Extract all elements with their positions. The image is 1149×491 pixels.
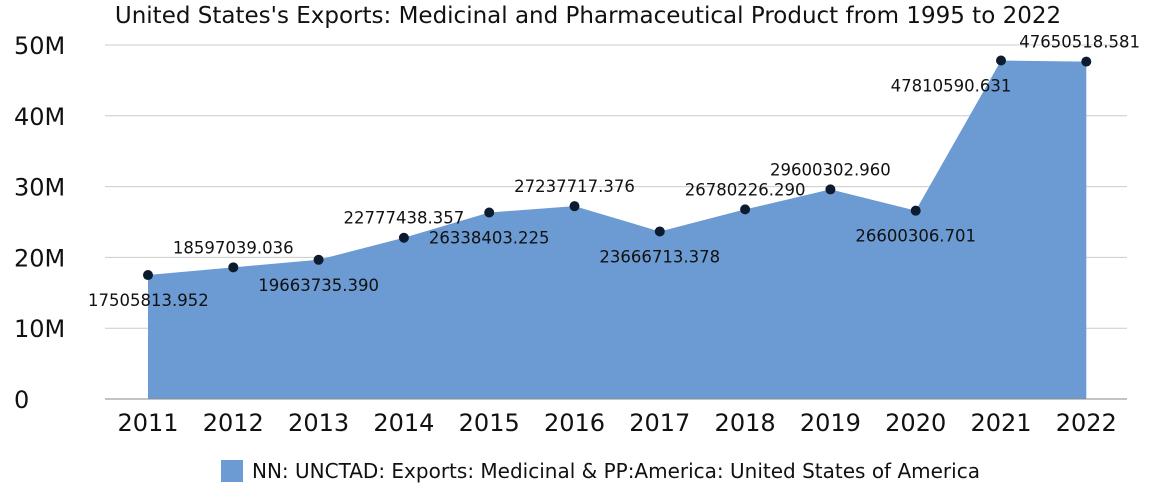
data-point[interactable] <box>1081 56 1092 67</box>
data-point[interactable] <box>825 184 836 195</box>
data-labels: 17505813.952 18597039.036 19663735.390 2277… <box>88 33 1140 310</box>
series-area <box>148 60 1087 400</box>
data-label: 27237717.376 <box>514 177 635 196</box>
data-point[interactable] <box>910 205 921 216</box>
data-label: 47650518.581 <box>1019 33 1140 52</box>
data-label: 26338403.225 <box>429 229 550 248</box>
x-tick-label: 2016 <box>544 409 605 437</box>
data-point[interactable] <box>569 201 580 212</box>
data-markers <box>143 55 1092 281</box>
x-tick-label: 2017 <box>629 409 690 437</box>
x-tick-label: 2020 <box>885 409 946 437</box>
data-point[interactable] <box>996 55 1006 66</box>
legend-label: NN: UNCTAD: Exports: Medicinal & PP:Amer… <box>252 459 980 483</box>
data-label: 23666713.378 <box>599 247 720 266</box>
y-tick-label: 10M <box>14 315 65 343</box>
data-label: 19663735.390 <box>258 276 379 295</box>
x-tick-label: 2012 <box>203 409 264 437</box>
data-point[interactable] <box>313 254 324 265</box>
x-tick-label: 2022 <box>1056 409 1117 437</box>
data-label: 29600302.960 <box>770 160 891 179</box>
data-label: 26600306.701 <box>855 227 976 246</box>
data-label: 47810590.631 <box>891 77 1012 96</box>
legend[interactable]: NN: UNCTAD: Exports: Medicinal & PP:Amer… <box>221 459 980 483</box>
y-tick-label: 20M <box>14 244 65 272</box>
y-tick-label: 40M <box>14 103 65 131</box>
data-point[interactable] <box>398 232 409 243</box>
legend-swatch <box>221 460 243 482</box>
y-tick-label: 30M <box>14 174 65 202</box>
axes: 0 10M 20M 30M 40M 50M 2011 2012 2013 2014 2015 2016… <box>14 32 1127 437</box>
x-tick-label: 2019 <box>800 409 861 437</box>
data-point[interactable] <box>228 262 239 273</box>
x-tick-label: 2018 <box>715 409 776 437</box>
data-point[interactable] <box>484 207 495 218</box>
x-tick-label: 2014 <box>373 409 434 437</box>
x-tick-label: 2015 <box>459 409 520 437</box>
data-point[interactable] <box>143 270 153 281</box>
data-point[interactable] <box>654 226 665 237</box>
data-label: 26780226.290 <box>685 180 806 199</box>
chart-title: United States's Exports: Medicinal and P… <box>115 3 1061 29</box>
area-layer <box>148 60 1087 400</box>
data-point[interactable] <box>740 204 751 215</box>
y-tick-label: 50M <box>14 32 65 60</box>
data-label: 18597039.036 <box>173 238 294 257</box>
x-tick-label: 2013 <box>288 409 349 437</box>
x-tick-label: 2011 <box>117 409 178 437</box>
data-label: 22777438.357 <box>344 209 465 228</box>
y-tick-label: 0 <box>14 386 29 414</box>
data-label: 17505813.952 <box>88 291 209 310</box>
x-tick-label: 2021 <box>970 409 1031 437</box>
